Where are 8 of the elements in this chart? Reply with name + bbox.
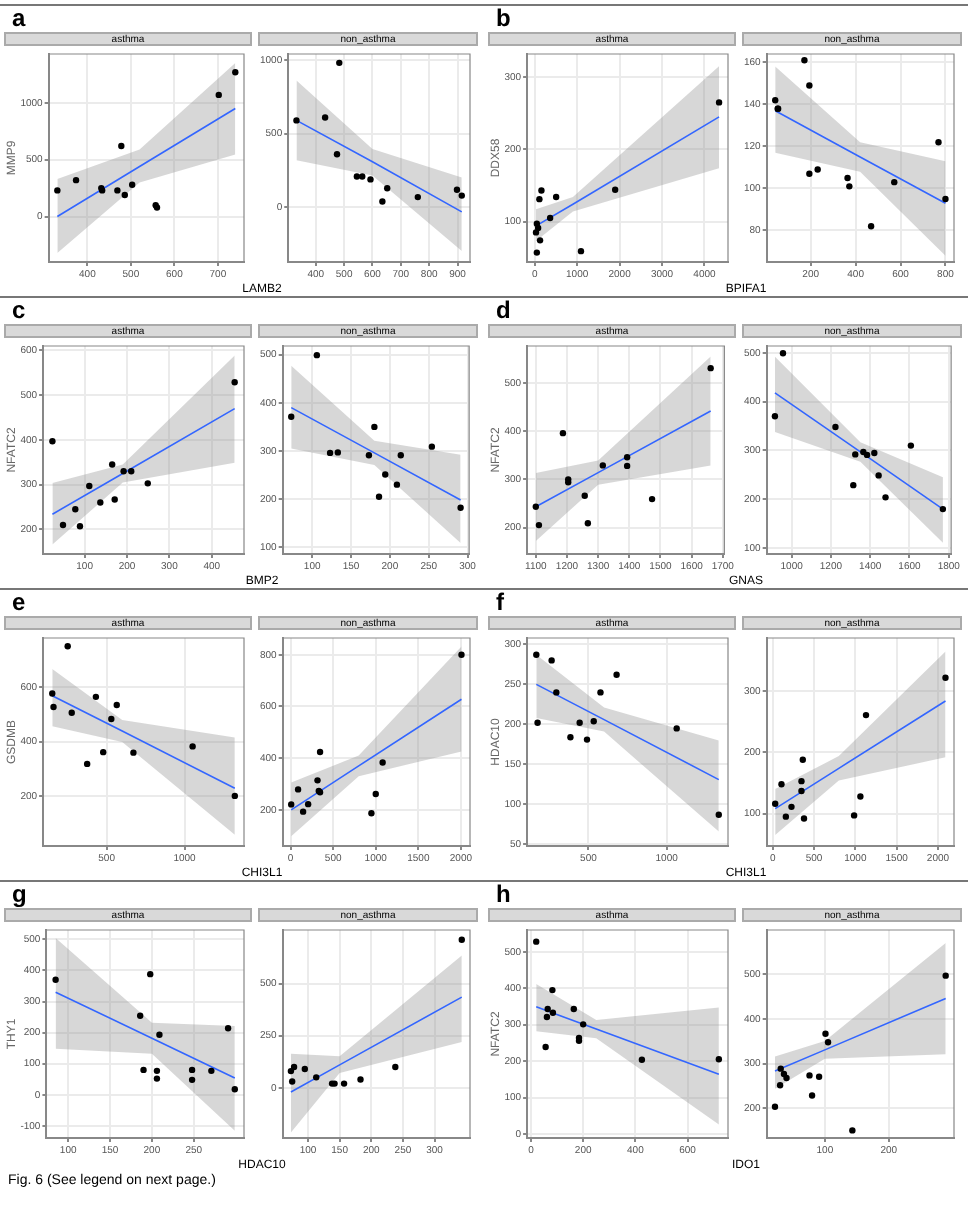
- text: c: [12, 296, 26, 324]
- text: g: [12, 880, 27, 908]
- text: a: [12, 4, 26, 32]
- text: e: [12, 588, 26, 616]
- text: d: [496, 296, 511, 324]
- text: f: [496, 588, 504, 616]
- text: h: [496, 880, 511, 908]
- text: b: [496, 4, 511, 32]
